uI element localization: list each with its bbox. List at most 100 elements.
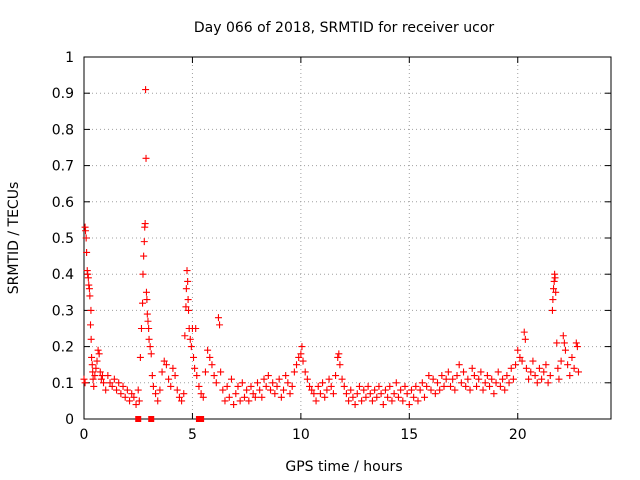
data-point [142,86,150,94]
x-tick-label: 5 [188,427,197,443]
data-point [143,310,151,318]
data-point [375,382,383,390]
data-point [574,368,582,376]
data-point [87,321,95,329]
data-point [141,220,149,228]
data-point [342,390,350,398]
data-point [123,386,131,394]
data-point [273,382,281,390]
data-point [544,379,552,387]
y-tick-label: 0.4 [52,267,74,283]
y-tick-label: 0.7 [52,159,74,175]
data-point [410,393,418,401]
data-point [82,227,90,235]
data-point [486,382,494,390]
data-point [94,346,102,354]
data-point [407,386,415,394]
data-point [550,285,558,293]
data-point [135,397,143,405]
data-point [216,321,224,329]
data-point [238,379,246,387]
data-point [269,379,277,387]
x-axis-label: GPS time / hours [285,459,402,475]
data-point [186,335,194,343]
data-point [84,270,92,278]
y-tick-label: 0.8 [52,122,74,138]
data-point [336,361,344,369]
data-point [531,372,539,380]
data-point [258,393,266,401]
data-point [100,379,108,387]
data-point [323,386,331,394]
data-point [89,375,97,383]
data-point [130,393,138,401]
data-point [568,353,576,361]
data-point [353,390,361,398]
data-point [384,393,392,401]
y-tick-label: 0.2 [52,340,74,356]
data-point [89,368,97,376]
data-point [256,386,264,394]
data-point [312,397,320,405]
data-point [126,397,134,405]
data-point [549,296,557,304]
data-point [345,397,353,405]
data-point [152,390,160,398]
data-point [171,372,179,380]
data-point [566,372,574,380]
data-point [191,364,199,372]
x-tick-label: 0 [80,427,89,443]
data-point [494,368,502,376]
data-point [468,364,476,372]
data-point [401,382,409,390]
data-point [134,386,142,394]
data-point [183,267,191,275]
data-point [87,306,95,314]
data-point [208,361,216,369]
y-tick-label: 1 [65,50,74,66]
data-point [87,335,95,343]
data-point [165,375,173,383]
data-point [550,277,558,285]
data-point [335,350,343,358]
data-point [143,296,151,304]
data-point [85,285,93,293]
data-point [117,390,125,398]
data-point [232,390,240,398]
data-point [214,314,222,322]
data-point [464,375,472,383]
data-point [521,335,529,343]
data-point [306,382,314,390]
data-point [440,382,448,390]
data-point [91,372,99,380]
data-point [381,386,389,394]
data-point [139,270,147,278]
data-point [267,386,275,394]
data-point [475,375,483,383]
data-point [455,361,463,369]
data-point [167,382,175,390]
data-point [212,379,220,387]
data-point [247,382,255,390]
data-point [184,296,192,304]
data-point [490,390,498,398]
data-point [349,393,357,401]
y-tick-label: 0.6 [52,195,74,211]
data-point [436,386,444,394]
data-point [234,382,242,390]
data-point [449,375,457,383]
data-point [262,382,270,390]
data-point [249,390,257,398]
data-point [316,390,324,398]
data-point [488,375,496,383]
data-point [412,382,420,390]
data-point [121,393,129,401]
data-point [192,325,200,332]
data-point [92,364,100,372]
data-point [187,343,195,351]
data-point [522,364,530,372]
data-point [199,393,207,401]
data-point [227,375,235,383]
data-point [204,346,212,354]
